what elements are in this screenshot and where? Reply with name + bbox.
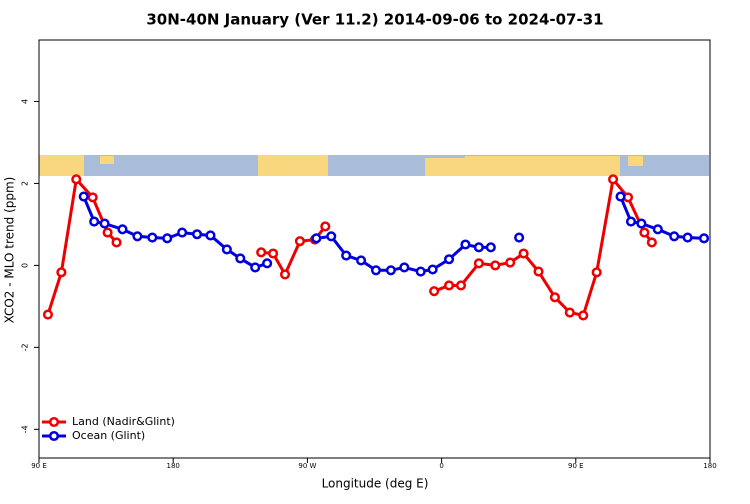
plot-frame <box>38 39 711 459</box>
data-point <box>56 267 67 278</box>
y-tick-label: -4 <box>21 425 30 433</box>
data-point <box>455 280 467 291</box>
series-line <box>433 175 654 318</box>
data-point <box>578 310 589 321</box>
data-point <box>444 254 455 265</box>
data-point <box>311 233 322 244</box>
x-tick-label: 0 <box>439 462 443 470</box>
data-point <box>460 239 471 250</box>
data-point <box>505 257 516 268</box>
data-point <box>250 262 261 273</box>
data-point <box>87 192 98 203</box>
data-point <box>326 231 337 242</box>
data-point <box>111 237 122 248</box>
data-point <box>320 221 331 232</box>
x-tick-label: 180 <box>703 462 716 470</box>
y-tick-label: 4 <box>21 99 30 104</box>
data-point <box>608 174 619 185</box>
legend-marker <box>48 416 60 428</box>
data-point <box>370 265 382 276</box>
data-point <box>639 227 650 238</box>
data-point <box>533 266 544 277</box>
data-point <box>399 262 410 273</box>
data-point <box>415 266 426 277</box>
data-point <box>162 233 173 244</box>
data-point <box>279 269 291 280</box>
data-point <box>473 242 484 253</box>
data-point <box>42 309 53 320</box>
y-tick-label: -2 <box>21 343 30 351</box>
y-axis-label: XCO2 - MLO trend (ppm) <box>3 177 17 324</box>
data-point <box>177 227 188 238</box>
data-point <box>698 233 710 244</box>
data-point <box>444 280 455 291</box>
data-point <box>485 242 496 253</box>
data-point <box>564 307 575 318</box>
data-point <box>549 292 560 303</box>
data-point <box>235 253 246 264</box>
data-point <box>625 216 637 227</box>
data-point <box>385 265 396 276</box>
data-point <box>636 218 647 229</box>
data-point <box>102 227 113 238</box>
data-point <box>132 231 143 242</box>
data-point <box>256 247 267 258</box>
y-tick-label: 0 <box>21 263 30 268</box>
data-point <box>99 218 110 229</box>
data-point <box>262 258 273 269</box>
data-point <box>490 260 501 271</box>
legend-label: Ocean (Glint) <box>72 429 145 442</box>
x-tick-label: 90 E <box>568 462 584 470</box>
data-point <box>71 174 82 185</box>
legend-label: Land (Nadir&Glint) <box>72 415 175 428</box>
data-point <box>268 248 279 259</box>
data-point <box>518 248 529 259</box>
data-point <box>652 224 663 235</box>
data-point <box>147 232 158 243</box>
data-point <box>591 267 602 278</box>
data-point <box>356 255 367 266</box>
data-point <box>89 216 100 227</box>
x-tick-label: 90 W <box>298 462 316 470</box>
legend-marker <box>48 430 60 442</box>
data-point <box>473 258 484 269</box>
data-point <box>669 231 680 242</box>
data-point <box>192 229 203 240</box>
map-strip <box>39 155 709 176</box>
data-point <box>78 191 89 202</box>
data-point <box>427 264 438 275</box>
data-point <box>646 237 657 248</box>
data-point <box>514 232 525 243</box>
x-tick-label: 180 <box>167 462 180 470</box>
y-tick-label: 2 <box>21 181 30 186</box>
data-point <box>682 232 693 243</box>
data-point <box>294 236 305 247</box>
x-axis-label: Longitude (deg E) <box>322 477 429 491</box>
data-point <box>341 250 352 261</box>
chart-title: 30N-40N January (Ver 11.2) 2014-09-06 to… <box>146 11 603 29</box>
x-tick-label: 90 E <box>31 462 47 470</box>
data-point <box>429 286 440 297</box>
data-point <box>117 224 128 235</box>
data-point <box>205 230 216 241</box>
data-point <box>221 244 232 255</box>
data-point <box>615 191 626 202</box>
